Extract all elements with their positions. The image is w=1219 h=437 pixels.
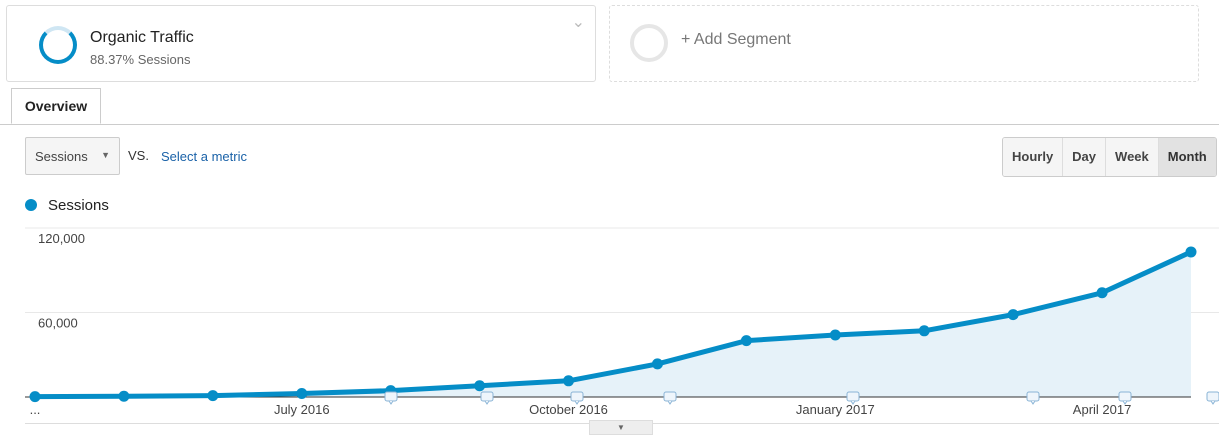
data-point (829, 329, 841, 341)
tab-divider (0, 124, 1219, 125)
hourly-button[interactable]: Hourly (1003, 138, 1064, 176)
data-point (207, 390, 219, 402)
x-tick-label: July 2016 (274, 402, 330, 417)
comment-icon[interactable] (1026, 391, 1040, 405)
month-button[interactable]: Month (1158, 138, 1216, 176)
data-point (118, 390, 130, 402)
day-button[interactable]: Day (1063, 138, 1107, 176)
data-point (740, 335, 752, 347)
select-metric-link[interactable]: Select a metric (161, 149, 247, 164)
y-tick-label: 120,000 (38, 231, 85, 246)
legend-label-sessions: Sessions (48, 197, 109, 214)
data-point (651, 358, 663, 370)
data-point (474, 380, 486, 392)
x-tick-label: April 2017 (1073, 402, 1132, 417)
comment-icon[interactable] (570, 391, 584, 405)
metric-select-value: Sessions (35, 149, 88, 164)
comment-icon[interactable] (480, 391, 494, 405)
metric-select[interactable]: Sessions ▼ (25, 137, 120, 175)
series-line-sessions (34, 249, 1193, 400)
week-button[interactable]: Week (1106, 138, 1159, 176)
caret-down-icon: ▼ (101, 150, 110, 160)
empty-segment-icon (630, 24, 668, 62)
data-point (563, 375, 575, 387)
segment-title: Organic Traffic (90, 29, 194, 46)
comment-icon[interactable] (846, 391, 860, 405)
comment-icon[interactable] (384, 391, 398, 405)
y-tick-label: 60,000 (38, 316, 78, 331)
granularity-toggle: Hourly Day Week Month (1002, 137, 1217, 177)
x-tick-label: ... (30, 402, 41, 417)
add-segment-label: + Add Segment (681, 31, 791, 48)
data-point (1096, 287, 1108, 299)
data-point (1007, 309, 1019, 321)
tab-overview[interactable]: Overview (11, 88, 101, 124)
data-point (1185, 246, 1197, 258)
segment-donut-icon (39, 26, 77, 64)
data-point (29, 391, 41, 403)
data-point (918, 325, 930, 337)
comment-icon[interactable] (1118, 391, 1132, 405)
comment-icon[interactable] (663, 391, 677, 405)
segment-subtitle: 88.37% Sessions (90, 52, 191, 67)
comment-icon[interactable] (1206, 391, 1219, 405)
chart-expand-handle[interactable]: ▼ (589, 420, 653, 435)
chevron-down-icon[interactable]: ⌄ (571, 14, 585, 31)
x-tick-label: October 2016 (529, 402, 608, 417)
series-area (35, 251, 1191, 397)
vs-label: VS. (128, 148, 149, 163)
data-point (296, 387, 308, 399)
add-segment-button[interactable]: + Add Segment (609, 5, 1199, 82)
segment-organic-traffic[interactable]: Organic Traffic 88.37% Sessions ⌄ (6, 5, 596, 82)
x-tick-label: January 2017 (796, 402, 875, 417)
legend-dot-sessions (25, 199, 37, 211)
